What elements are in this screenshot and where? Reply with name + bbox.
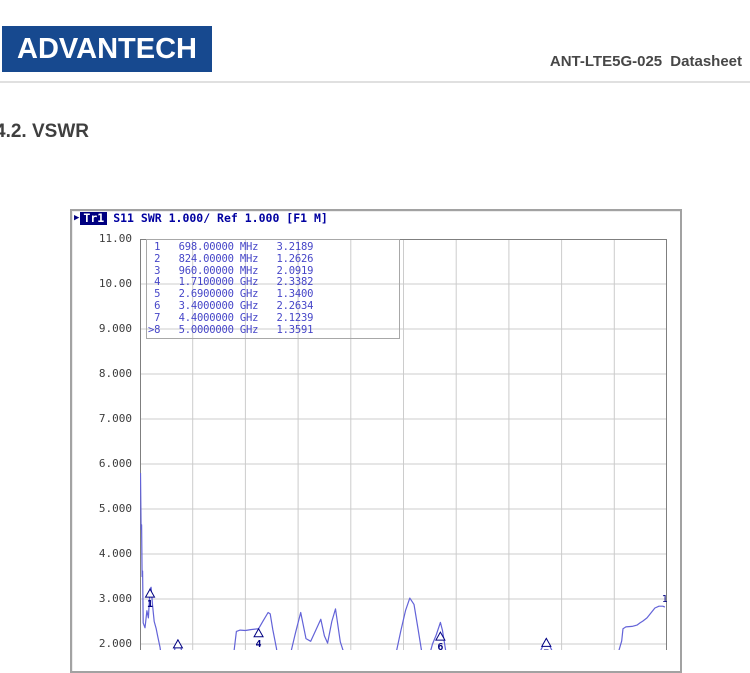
section-heading: 4.2. VSWR [0,121,89,143]
trace-chip: Tr1 [80,212,107,225]
trace-header: ▶ Tr1 S11 SWR 1.000/ Ref 1.000 [F1 M] [74,211,328,225]
advantech-logo-text: ADVANTECH [17,33,197,66]
marker-number-label: 6 [437,642,443,650]
marker-triangle-icon [146,589,155,597]
marker-table: 1 698.00000 MHz 3.2189 2 824.00000 MHz 1… [148,242,313,336]
y-axis-tick-label: 8.000 [70,367,132,380]
y-axis-tick-label: 11.00 [70,232,132,245]
y-axis-tick-label: 5.000 [70,502,132,515]
trace-title: S11 SWR 1.000/ Ref 1.000 [F1 M] [113,211,328,225]
y-axis-tick-label: 4.000 [70,547,132,560]
y-axis-tick-label: 3.000 [70,592,132,605]
y-axis-tick-label: 10.00 [70,277,132,290]
marker-number-label: 4 [256,639,262,650]
swr-trace [141,473,665,650]
header-divider [0,81,750,83]
y-axis-tick-label: 7.000 [70,412,132,425]
advantech-logo: ADVANTECH [2,26,212,72]
y-axis-tick-label: 2.000 [70,637,132,650]
trace-pointer-icon: ▶ [74,211,79,225]
marker-number-label: 1 [147,599,153,610]
marker-triangle-icon [254,629,263,637]
marker-triangle-icon [542,638,551,646]
doc-title: ANT-LTE5G-025 Datasheet [550,53,742,70]
trace-end-number-label: 1 [662,594,667,605]
y-axis-tick-label: 6.000 [70,457,132,470]
y-axis-tick-label: 9.000 [70,322,132,335]
document-page: ADVANTECH ANT-LTE5G-025 Datasheet 4.2. V… [0,0,750,650]
